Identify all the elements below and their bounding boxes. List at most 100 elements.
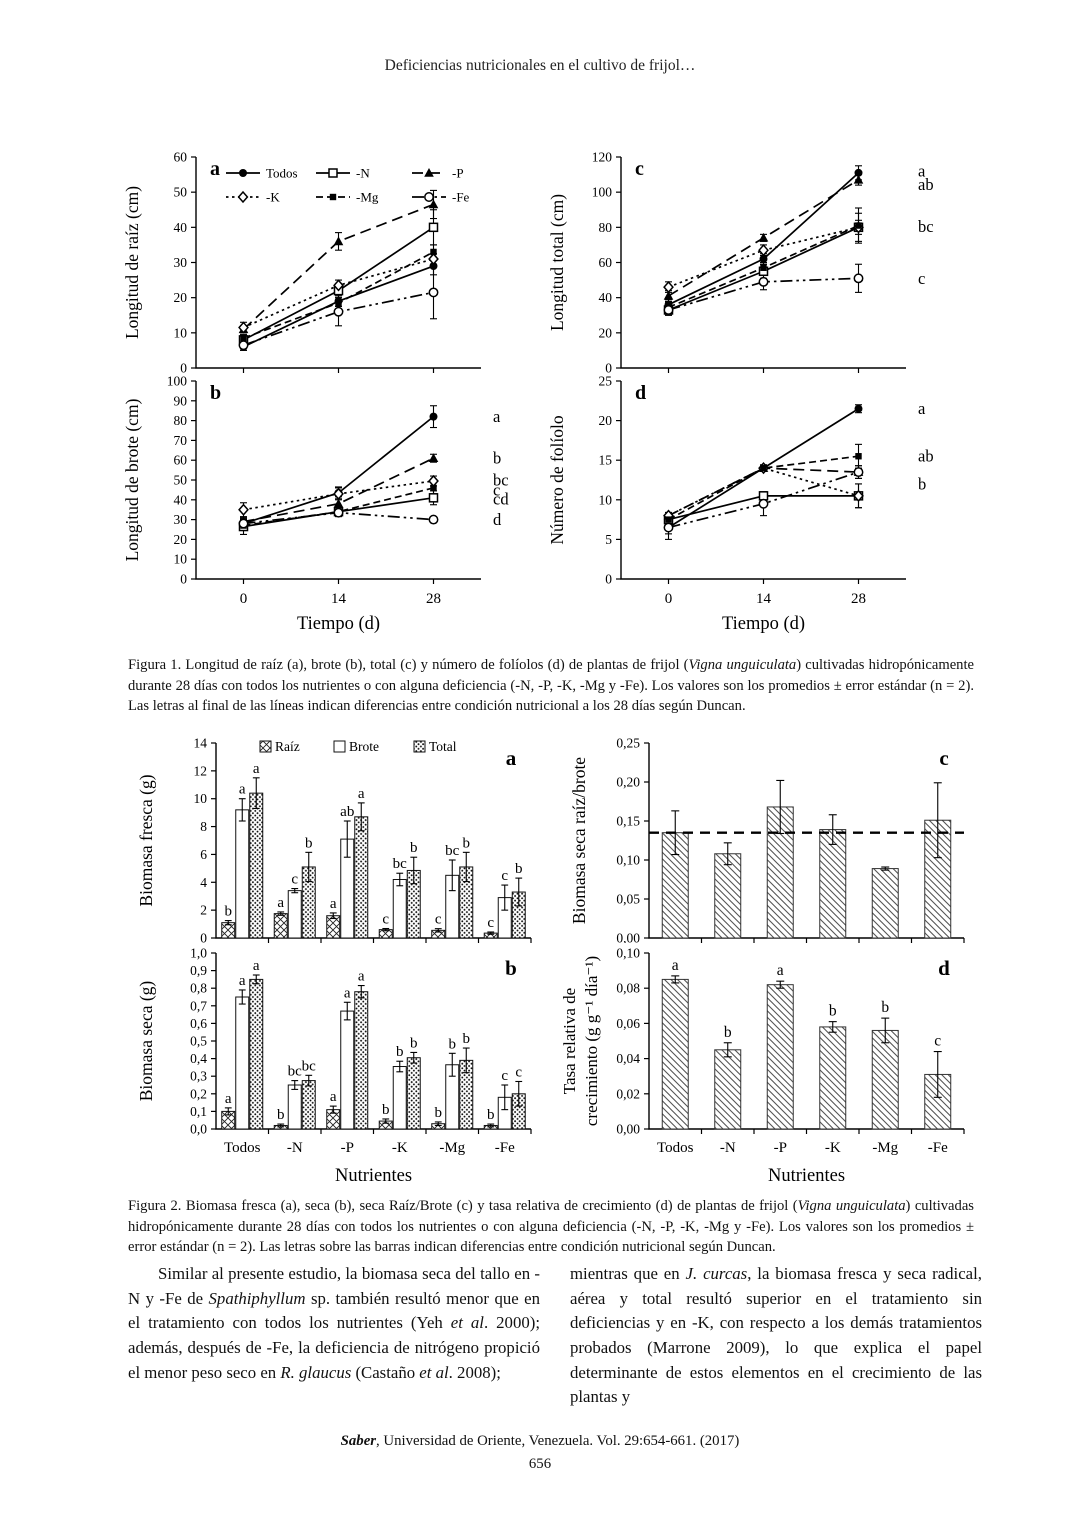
- svg-text:10: 10: [599, 492, 613, 507]
- fig1-panel-a-chart: 0 10 20 30 40 50 60 Longitud de raíz (cm) Todos -…: [116, 143, 541, 376]
- svg-text:d: d: [938, 956, 950, 980]
- svg-text:30: 30: [174, 255, 188, 270]
- body-column-right: mientras que en J. curcas, la biomasa fr…: [570, 1264, 982, 1407]
- svg-text:a: a: [210, 158, 220, 180]
- svg-text:0,4: 0,4: [190, 1051, 207, 1066]
- svg-text:Biomasa seca (g): Biomasa seca (g): [136, 981, 156, 1102]
- svg-text:c: c: [515, 1064, 522, 1080]
- fig2-panel-c-chart: 0,00 0,05 0,10 0,15 0,20 0,25 Biomasa seca raí…: [563, 727, 988, 946]
- fig1-panel-b-chart: 0 10 20 30 40 50 60 70 80 90 100 0 14 28 Tiempo (d) Lon…: [116, 373, 541, 641]
- svg-text:a: a: [506, 746, 517, 770]
- svg-text:-N: -N: [720, 1140, 736, 1156]
- svg-text:0,20: 0,20: [616, 775, 640, 790]
- svg-text:-Mg: -Mg: [439, 1140, 465, 1156]
- svg-text:b: b: [463, 835, 471, 851]
- svg-text:a: a: [344, 985, 351, 1001]
- svg-text:Nutrientes: Nutrientes: [335, 1166, 412, 1186]
- svg-text:-Fe: -Fe: [495, 1140, 515, 1156]
- running-head: Deficiencias nutricionales en el cultivo…: [384, 57, 696, 74]
- svg-text:Longitud total (cm): Longitud total (cm): [547, 194, 567, 331]
- svg-text:10: 10: [174, 325, 188, 340]
- svg-text:Longitud de brote (cm): Longitud de brote (cm): [122, 398, 142, 561]
- svg-text:b: b: [305, 835, 313, 851]
- svg-text:50: 50: [174, 185, 188, 200]
- svg-text:0,6: 0,6: [190, 1016, 207, 1031]
- svg-text:70: 70: [174, 433, 188, 448]
- svg-text:a: a: [253, 958, 260, 974]
- svg-text:d: d: [493, 510, 502, 529]
- svg-text:a: a: [225, 1091, 232, 1107]
- svg-text:0,15: 0,15: [616, 814, 640, 829]
- svg-text:b: b: [277, 1107, 285, 1123]
- svg-text:-P: -P: [774, 1140, 787, 1156]
- svg-text:bc: bc: [918, 217, 934, 236]
- svg-text:-N: -N: [356, 166, 370, 181]
- svg-text:Raíz: Raíz: [275, 739, 300, 754]
- svg-text:20: 20: [174, 532, 188, 547]
- svg-text:4: 4: [200, 875, 207, 890]
- svg-text:a: a: [239, 973, 246, 989]
- svg-text:0: 0: [200, 931, 207, 944]
- svg-text:0,8: 0,8: [190, 981, 207, 996]
- svg-text:b: b: [410, 1035, 418, 1051]
- svg-text:-Mg: -Mg: [356, 190, 379, 205]
- svg-text:0,00: 0,00: [616, 1122, 640, 1137]
- svg-text:c: c: [291, 872, 298, 888]
- svg-text:0,1: 0,1: [190, 1104, 207, 1119]
- svg-text:b: b: [918, 474, 926, 493]
- figure-1-caption: Figura 1. Longitud de raíz (a), brote (b…: [128, 657, 974, 715]
- svg-text:0,08: 0,08: [616, 981, 640, 996]
- svg-text:20: 20: [174, 290, 188, 305]
- svg-text:Número de folíolo: Número de folíolo: [547, 415, 567, 545]
- svg-text:80: 80: [599, 220, 613, 235]
- figure-2: 0 2 4 6 8 10 12 14 Biomasa fresca (g) b a a c c c a c ab b…: [130, 727, 988, 1193]
- svg-text:0,06: 0,06: [616, 1016, 640, 1031]
- svg-text:b: b: [382, 1102, 390, 1118]
- svg-text:100: 100: [167, 374, 188, 389]
- svg-text:0,3: 0,3: [190, 1069, 207, 1084]
- svg-text:28: 28: [851, 591, 866, 607]
- svg-text:15: 15: [599, 453, 613, 468]
- svg-text:bc: bc: [393, 856, 408, 872]
- svg-text:Todos: Todos: [657, 1140, 694, 1156]
- svg-text:0: 0: [605, 572, 612, 587]
- svg-text:c: c: [382, 912, 389, 928]
- figure-1-left-column: 0 10 20 30 40 50 60 Longitud de raíz (cm) Todos -…: [116, 143, 541, 641]
- svg-text:bc: bc: [288, 1064, 303, 1080]
- svg-text:a: a: [358, 786, 365, 802]
- body-text: Similar al presente estudio, la biomasa …: [128, 1262, 982, 1410]
- svg-text:bc: bc: [445, 843, 460, 859]
- svg-text:80: 80: [174, 413, 188, 428]
- svg-text:a: a: [277, 895, 284, 911]
- svg-text:c: c: [501, 868, 508, 884]
- page-number: 656: [528, 1456, 552, 1472]
- svg-text:0,7: 0,7: [190, 998, 207, 1013]
- svg-text:0,10: 0,10: [616, 853, 640, 868]
- svg-text:b: b: [487, 1107, 495, 1123]
- svg-text:Longitud de raíz (cm): Longitud de raíz (cm): [122, 186, 142, 339]
- svg-text:14: 14: [194, 736, 208, 751]
- svg-text:c: c: [934, 1033, 941, 1050]
- figure-1: 0 10 20 30 40 50 60 Longitud de raíz (cm) Todos -…: [116, 143, 966, 641]
- svg-text:120: 120: [592, 150, 613, 165]
- svg-text:c: c: [939, 746, 948, 770]
- svg-text:-Fe: -Fe: [928, 1140, 948, 1156]
- svg-text:0,2: 0,2: [190, 1086, 207, 1101]
- svg-text:0,5: 0,5: [190, 1034, 207, 1049]
- svg-text:c: c: [435, 912, 442, 928]
- svg-text:Todos: Todos: [266, 166, 298, 181]
- fig1-panel-d-chart: 0 5 10 15 20 25 0 14 28 Tiempo (d) Número de folío…: [541, 373, 966, 641]
- svg-text:a: a: [330, 896, 337, 912]
- svg-text:-P: -P: [341, 1140, 354, 1156]
- svg-text:b: b: [435, 1105, 443, 1121]
- svg-text:6: 6: [200, 847, 207, 862]
- svg-text:a: a: [253, 761, 260, 777]
- svg-text:ab: ab: [918, 175, 934, 194]
- svg-text:10: 10: [194, 791, 208, 806]
- svg-text:b: b: [829, 1003, 837, 1020]
- svg-text:20: 20: [599, 413, 613, 428]
- fig1-panel-c-chart: 0 20 40 60 80 100 120 Longitud total (cm) c a ab bc…: [541, 143, 966, 376]
- svg-text:c: c: [487, 915, 494, 931]
- svg-text:0,02: 0,02: [616, 1086, 640, 1101]
